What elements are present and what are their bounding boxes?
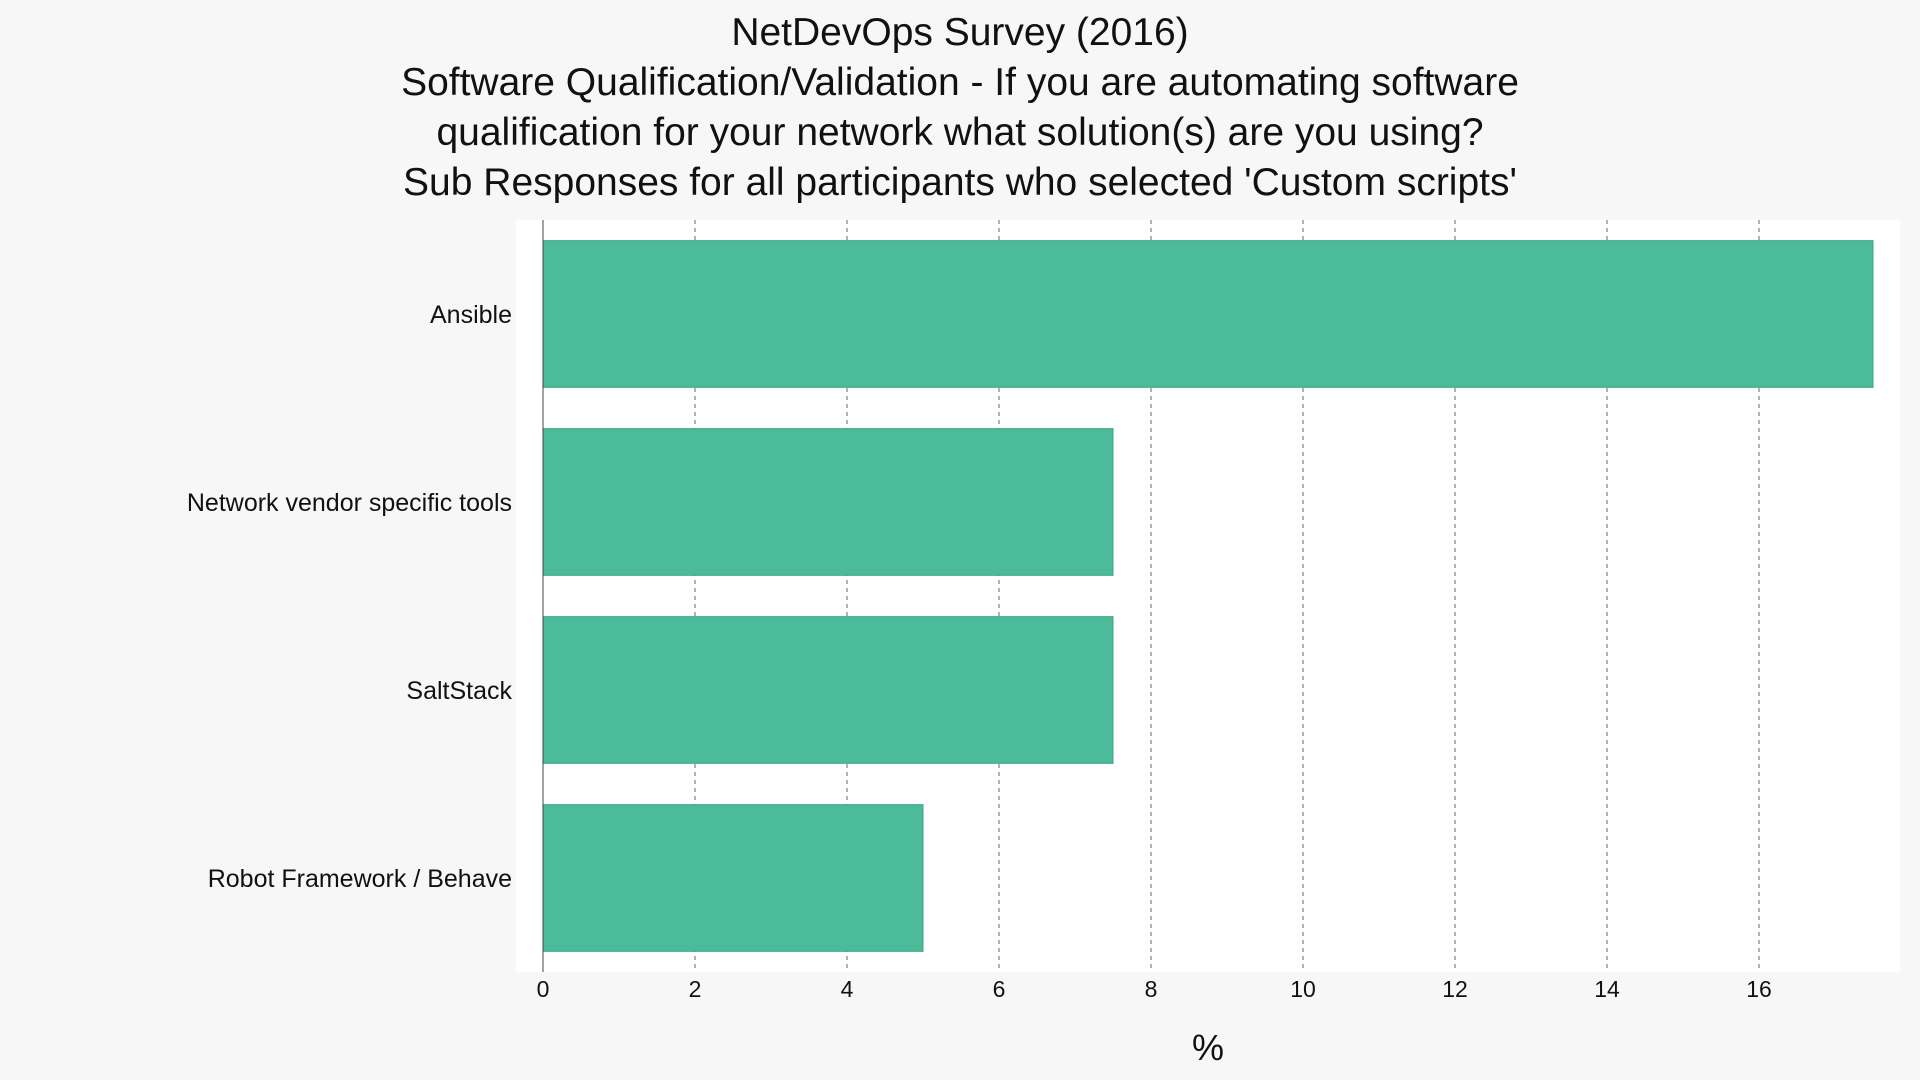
category-label: Robot Framework / Behave (208, 865, 512, 893)
x-tick-label: 16 (1746, 976, 1772, 1002)
category-label: Ansible (430, 301, 512, 329)
x-axis-label: % (1192, 1027, 1224, 1068)
x-tick-label: 2 (689, 976, 702, 1002)
category-label: Network vendor specific tools (187, 489, 512, 517)
x-tick-label: 14 (1594, 976, 1620, 1002)
x-tick-labels: 0 2 4 6 8 10 12 14 16 (537, 976, 1772, 1002)
x-tick-label: 0 (537, 976, 550, 1002)
chart-subtitle-line-1: Software Qualification/Validation - If y… (401, 61, 1519, 104)
x-tick-label: 12 (1442, 976, 1468, 1002)
bars (542, 240, 1874, 952)
bar-network-vendor-specific-tools (542, 428, 1114, 576)
bar-saltstack (542, 616, 1114, 764)
x-tick-label: 4 (841, 976, 854, 1002)
chart-subtitle-line-2: qualification for your network what solu… (436, 111, 1484, 154)
category-labels: Ansible Network vendor specific tools Salt… (187, 301, 513, 893)
chart-subtitle-line-3: Sub Responses for all participants who s… (403, 161, 1517, 204)
chart-title-block: NetDevOps Survey (2016) Software Qualifi… (0, 8, 1920, 208)
x-tick-label: 6 (993, 976, 1006, 1002)
chart-title: NetDevOps Survey (2016) (731, 11, 1189, 54)
category-label: SaltStack (406, 677, 512, 705)
bar-robot-framework-behave (542, 804, 924, 952)
x-tick-label: 8 (1145, 976, 1158, 1002)
bar-ansible (542, 240, 1874, 388)
x-tick-label: 10 (1290, 976, 1316, 1002)
